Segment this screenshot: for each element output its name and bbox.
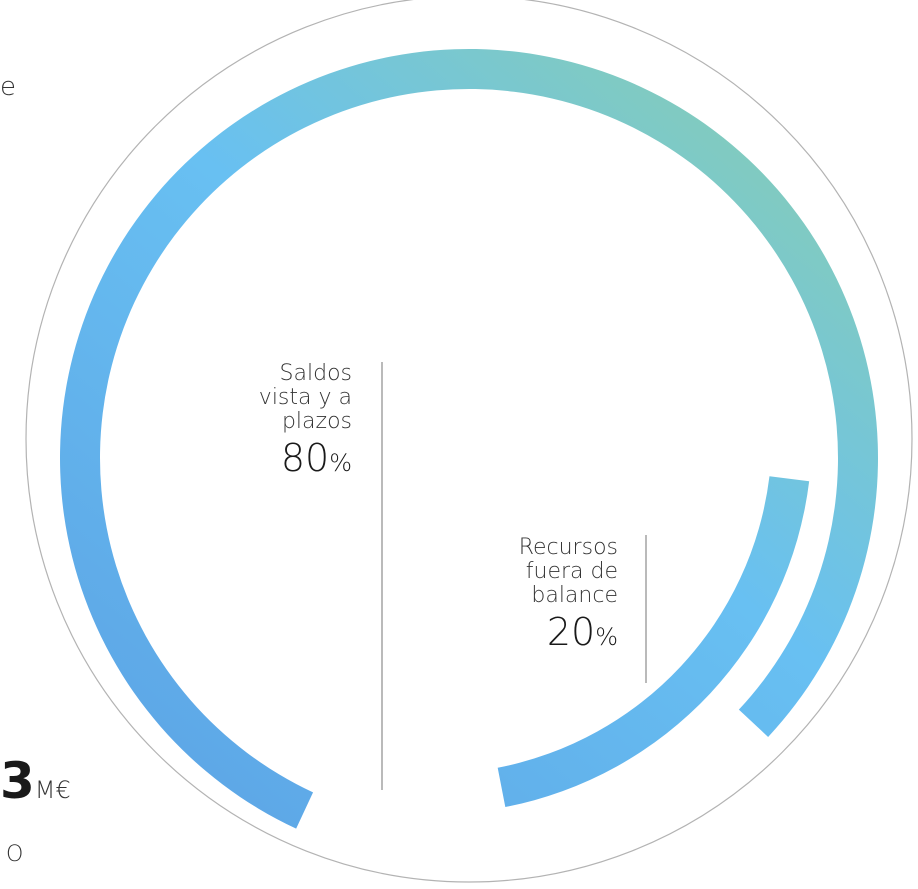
segment-recursos [497,476,810,808]
label-recursos-line-1: Recursos [518,535,618,560]
label-recursos: Recursos fuera de balance 20% [519,536,618,660]
value-recursos-unit: % [595,623,618,651]
value-saldos-number: 80 [280,436,330,480]
label-saldos-line-1: Saldos [279,361,352,386]
label-recursos-line-2: fuera de [525,559,618,584]
fragment-bottom-unit: M€ [34,776,71,804]
outer-outline-ring [25,0,913,883]
fragment-top-left: e [0,72,16,102]
label-saldos-line-3: plazos [281,409,352,434]
value-recursos-number: 20 [546,610,596,654]
value-saldos-unit: % [329,449,352,477]
segment-saldos [59,48,878,829]
fragment-bottom-total: 3M€ [0,752,71,810]
value-recursos: 20% [519,612,618,660]
label-recursos-line-3: balance [531,583,618,608]
label-saldos: Saldos vista y a plazos 80% [259,362,352,486]
fragment-bottom-big: 3 [0,752,35,810]
label-saldos-line-2: vista y a [258,385,352,410]
value-saldos: 80% [259,438,352,486]
fragment-bottom-small: O [6,842,24,867]
